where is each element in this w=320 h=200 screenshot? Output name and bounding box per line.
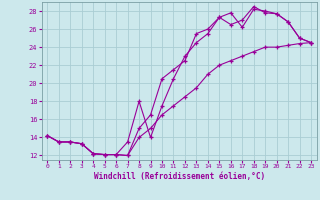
- X-axis label: Windchill (Refroidissement éolien,°C): Windchill (Refroidissement éolien,°C): [94, 172, 265, 181]
